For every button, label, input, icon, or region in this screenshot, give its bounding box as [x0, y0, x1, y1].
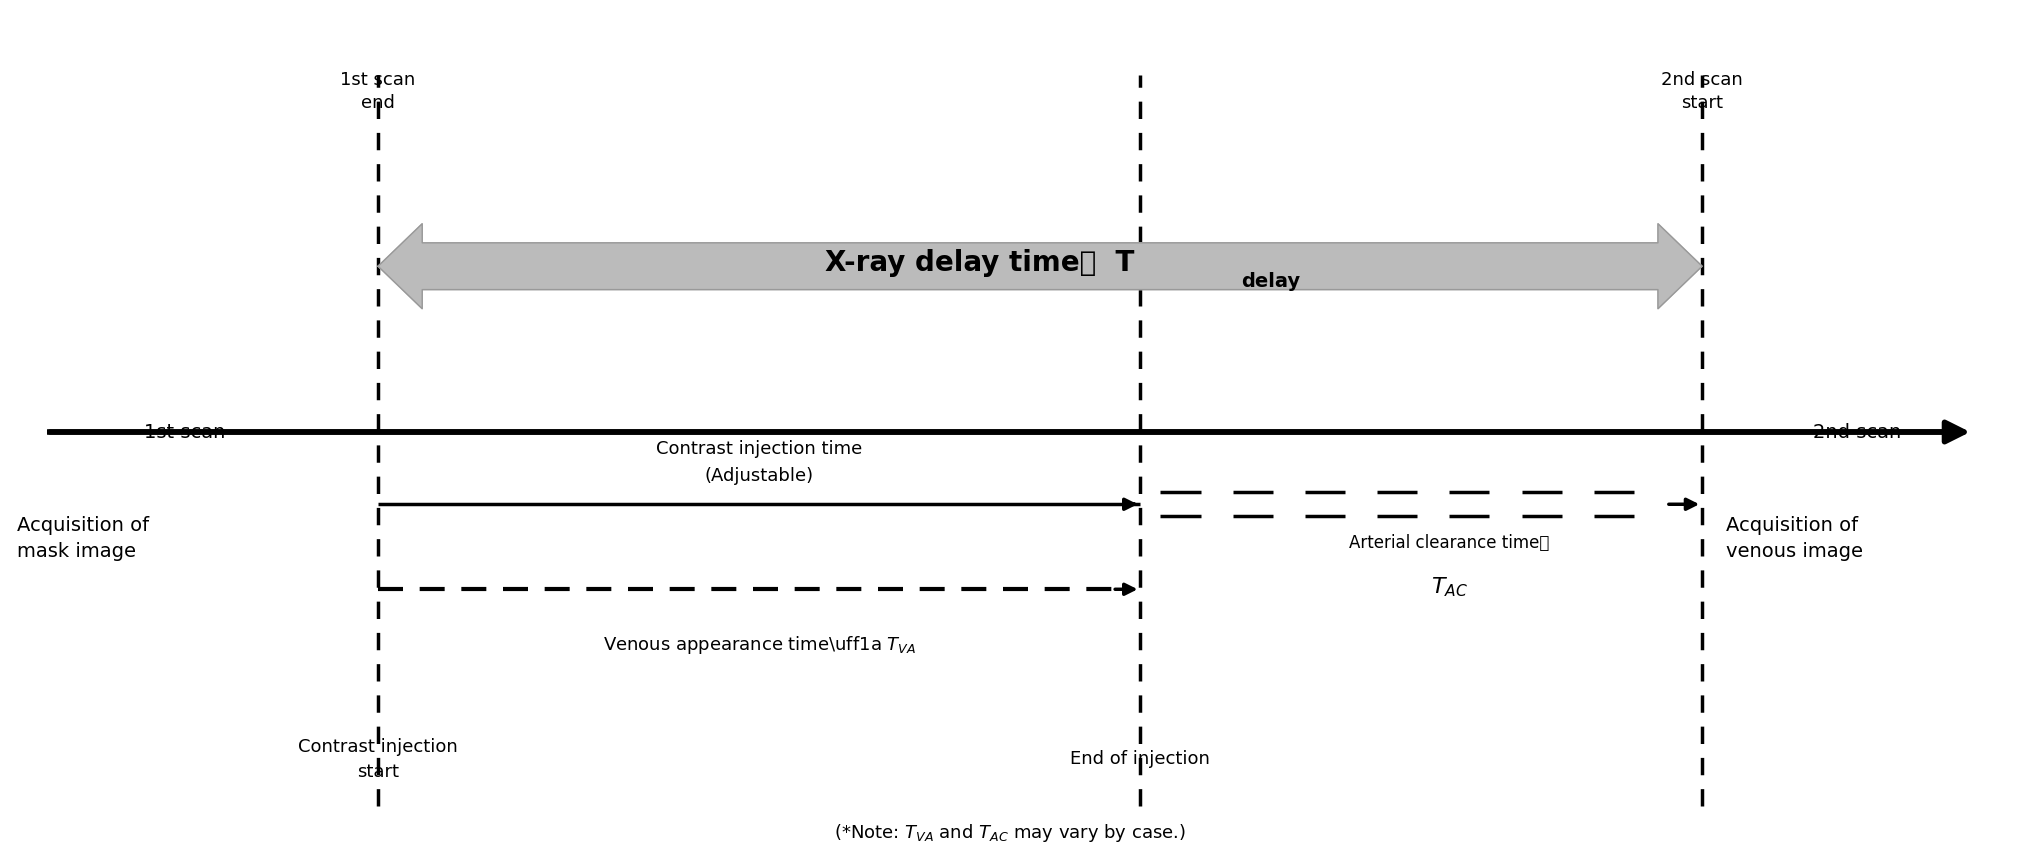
Text: Acquisition of
venous image: Acquisition of venous image [1727, 516, 1862, 561]
Text: X-ray delay time：  T: X-ray delay time： T [826, 249, 1135, 276]
Text: 2nd scan: 2nd scan [1814, 422, 1901, 442]
Text: Venous appearance time\uff1a $T_{VA}$: Venous appearance time\uff1a $T_{VA}$ [602, 633, 915, 656]
Text: 1st scan: 1st scan [143, 422, 226, 442]
Polygon shape [378, 224, 1703, 308]
Text: $T_{AC}$: $T_{AC}$ [1430, 575, 1469, 600]
Text: 1st scan
end: 1st scan end [341, 71, 416, 112]
Text: Acquisition of
mask image: Acquisition of mask image [16, 516, 149, 561]
Text: delay: delay [1240, 272, 1301, 291]
Text: Arterial clearance time：: Arterial clearance time： [1349, 533, 1549, 551]
Text: 2nd scan
start: 2nd scan start [1660, 71, 1743, 112]
Text: (*Note: $T_{VA}$ and $T_{AC}$ may vary by case.): (*Note: $T_{VA}$ and $T_{AC}$ may vary b… [834, 823, 1186, 844]
Text: Contrast injection
start: Contrast injection start [299, 738, 459, 781]
Text: Contrast injection time: Contrast injection time [656, 440, 863, 458]
Text: End of injection: End of injection [1071, 750, 1210, 768]
Text: (Adjustable): (Adjustable) [705, 467, 814, 486]
